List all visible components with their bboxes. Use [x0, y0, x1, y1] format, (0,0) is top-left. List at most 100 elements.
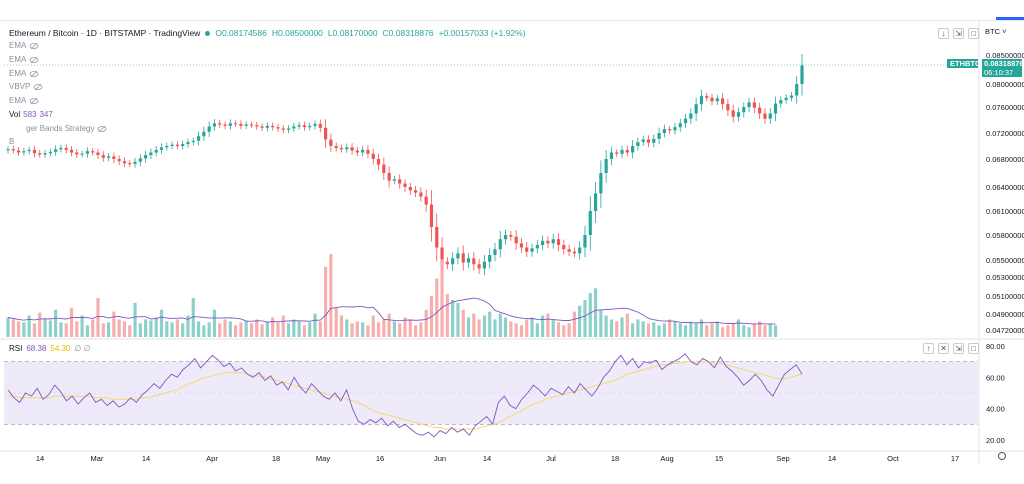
candle-body — [646, 139, 651, 143]
indicator-legend-ema-3[interactable]: EMA — [9, 69, 39, 78]
candle-body — [159, 147, 164, 150]
scroll-down-button[interactable]: ↓ — [938, 28, 949, 39]
strategy-legend-2[interactable]: B — [9, 137, 14, 146]
time-tick-label: Sep — [776, 454, 789, 463]
volume-bar — [768, 323, 772, 337]
volume-bar — [445, 294, 449, 337]
candle-body — [503, 235, 508, 240]
strategy-legend[interactable]: ger Bands Strategy — [26, 124, 107, 133]
indicator-legend-ema-4[interactable]: EMA — [9, 96, 39, 105]
candle-body — [588, 211, 592, 235]
eye-hidden-icon[interactable] — [29, 56, 39, 64]
time-tick-label: Apr — [206, 454, 218, 463]
candle-body — [366, 149, 370, 154]
indicator-legend-ema-2[interactable]: EMA — [9, 55, 39, 64]
currency-selector[interactable]: BTC ˅ — [985, 27, 1006, 36]
candle-body — [318, 123, 322, 128]
rsi-move-up-button[interactable]: ↑ — [923, 343, 934, 354]
candle-body — [758, 107, 762, 114]
candle-body — [6, 149, 10, 151]
volume-bar — [11, 319, 15, 337]
candle-body — [69, 149, 74, 153]
candle-body — [91, 151, 95, 153]
volume-bar — [593, 288, 598, 337]
volume-bar — [620, 317, 624, 337]
rsi-collapse-button[interactable]: ⇲ — [953, 343, 964, 354]
candle-body — [662, 129, 666, 133]
candle-body — [276, 127, 280, 129]
rsi-close-button[interactable]: ✕ — [938, 343, 949, 354]
volume-bar — [334, 307, 338, 337]
settings-gear-icon[interactable] — [998, 452, 1006, 460]
candle-body — [339, 147, 344, 150]
candle-body — [170, 144, 174, 146]
candle-body — [181, 144, 185, 146]
indicator-legend-ema-1[interactable]: EMA — [9, 41, 39, 50]
candle-body — [138, 158, 142, 162]
currency-label: BTC — [985, 27, 1000, 36]
volume-bar — [556, 322, 561, 337]
volume-bar — [85, 325, 89, 337]
volume-bar — [668, 319, 672, 337]
volume-bar — [27, 315, 31, 337]
eye-hidden-icon[interactable] — [29, 42, 39, 50]
last-price-value: 0.08318876 — [984, 59, 1024, 68]
candle-body — [329, 139, 333, 146]
chevron-down-icon: ˅ — [1000, 27, 1007, 36]
price-tick-label: 0.07600000 — [986, 103, 1024, 112]
candle-body — [456, 253, 460, 259]
candle-body — [673, 127, 677, 131]
eye-hidden-icon[interactable] — [97, 125, 107, 133]
volume-bar — [175, 319, 179, 337]
rsi-maximize-button[interactable]: □ — [968, 343, 979, 354]
candle-body — [567, 249, 571, 252]
volume-bar — [408, 319, 412, 337]
bar-countdown: 06:10:37 — [984, 68, 1014, 77]
rsi-line — [7, 353, 803, 438]
volume-bar — [694, 323, 698, 337]
eye-hidden-icon[interactable] — [29, 70, 39, 78]
candle-body — [286, 128, 291, 130]
candle-body — [302, 125, 307, 128]
time-tick-label: Jul — [546, 454, 556, 463]
candle-body — [593, 193, 598, 211]
eye-hidden-icon[interactable] — [29, 97, 39, 105]
symbol-title[interactable]: Ethereum / Bitcoin · 1D · BITSTAMP · Tra… — [9, 28, 201, 38]
volume-legend[interactable]: Vol 583 347 — [9, 110, 53, 119]
maximize-pane-button[interactable]: □ — [968, 28, 979, 39]
symbol-tag-label: ETHBTC — [950, 59, 981, 68]
candle-body — [519, 243, 524, 248]
candle-body — [652, 138, 656, 143]
candle-body — [234, 123, 238, 125]
volume-bar — [297, 321, 301, 337]
eye-hidden-icon[interactable] — [33, 83, 43, 91]
arrow-up-icon: ↑ — [926, 344, 931, 353]
close-icon: ✕ — [940, 344, 947, 353]
candle-body — [509, 235, 513, 237]
volume-bar — [699, 319, 704, 337]
candle-body — [271, 125, 275, 128]
volume-bar — [710, 323, 714, 337]
candle-body — [530, 248, 534, 252]
candle-body — [16, 150, 21, 153]
candle-body — [260, 126, 264, 128]
volume-bar — [154, 317, 158, 337]
candle-body — [578, 247, 582, 254]
volume-bar — [525, 319, 529, 337]
volume-bar — [562, 325, 566, 337]
volume-bar — [223, 319, 227, 337]
candle-body — [784, 97, 788, 101]
candle-body — [106, 156, 111, 158]
top-toolbar — [0, 0, 1024, 21]
rsi-legend[interactable]: RSI 68.38 54.30 ∅ ∅ — [9, 344, 91, 353]
volume-bar — [636, 319, 640, 337]
volume-bar — [244, 320, 248, 337]
candle-body — [620, 149, 624, 154]
volume-bar — [578, 305, 582, 337]
collapse-pane-button[interactable]: ⇲ — [953, 28, 964, 39]
volume-bar — [345, 319, 349, 337]
candle-body — [763, 113, 767, 119]
volume-bar — [286, 323, 291, 337]
indicator-legend-vbvp[interactable]: VBVP — [9, 82, 43, 91]
